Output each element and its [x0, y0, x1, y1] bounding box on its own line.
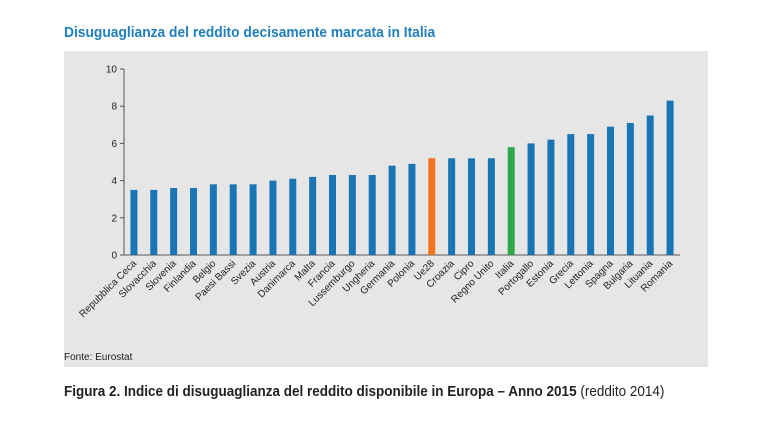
y-tick-label: 6	[111, 139, 117, 150]
y-tick-label: 8	[111, 102, 117, 113]
bar	[487, 158, 495, 255]
y-tick-label: 0	[111, 251, 117, 262]
bar	[329, 175, 336, 255]
caption-main: Figura 2. Indice di disuguaglianza del r…	[64, 383, 577, 400]
y-tick-label: 2	[111, 213, 117, 224]
bar	[229, 184, 237, 255]
chart-panel: 0 2 4 6 8 10 Repubblica Ceca Slovacchia Slovenia…	[64, 51, 708, 367]
bar	[448, 158, 456, 255]
source-note: Fonte: Eurostat	[64, 352, 133, 363]
bar	[468, 158, 475, 255]
bar	[190, 188, 197, 255]
chart-title: Disuguaglianza del reddito decisamente m…	[64, 24, 436, 41]
y-tick-label: 10	[106, 65, 118, 76]
bar	[666, 100, 674, 255]
bar	[269, 180, 277, 255]
y-tick-label: 4	[111, 176, 117, 187]
caption-note: (reddito 2014)	[576, 383, 665, 400]
bar	[368, 175, 376, 255]
bar	[170, 188, 178, 255]
bar	[428, 158, 436, 255]
bar	[289, 178, 297, 255]
bar	[130, 189, 138, 255]
bar	[408, 163, 416, 255]
bar	[527, 143, 535, 255]
bar	[646, 115, 654, 255]
figure-caption: Figura 2. Indice di disuguaglianza del r…	[64, 383, 664, 400]
bar	[209, 184, 217, 255]
bar	[547, 139, 555, 255]
bar	[309, 176, 317, 255]
bar	[507, 147, 515, 255]
bar	[607, 126, 614, 255]
bar	[348, 175, 356, 255]
bar	[587, 134, 595, 255]
bar	[388, 165, 396, 255]
bar	[249, 184, 257, 255]
bar	[567, 134, 575, 255]
bar	[626, 122, 634, 255]
bar	[150, 189, 158, 255]
